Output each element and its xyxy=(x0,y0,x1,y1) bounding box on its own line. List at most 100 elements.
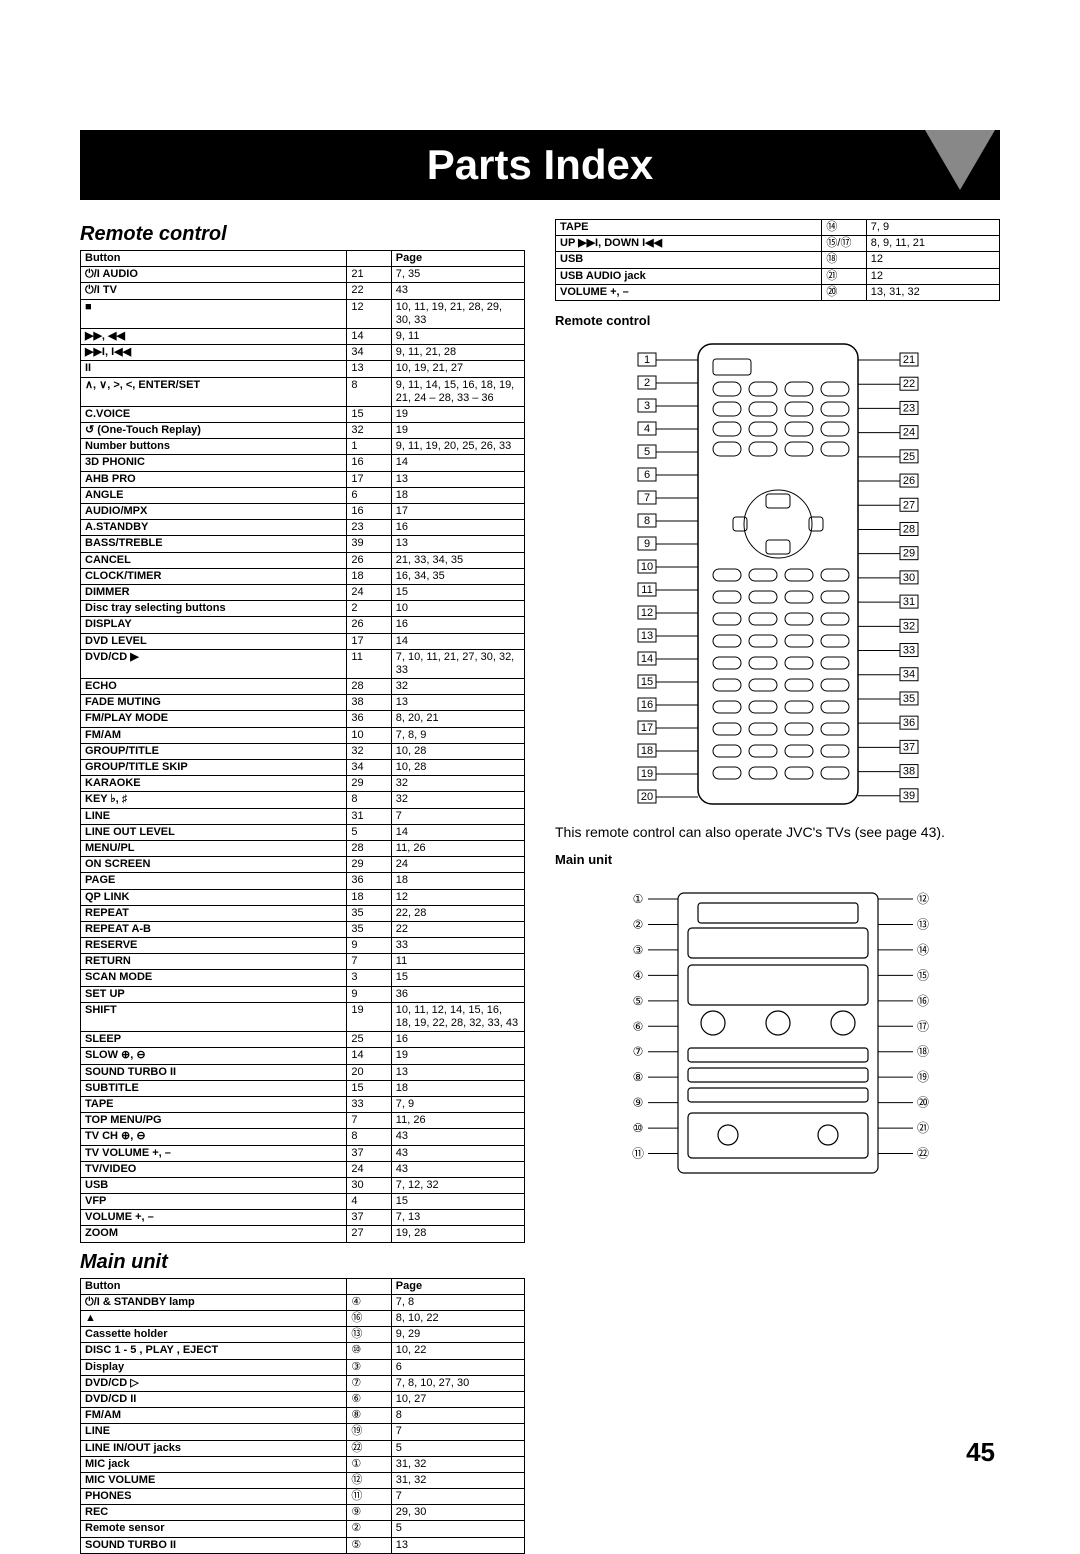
th-page2: Page xyxy=(391,1278,524,1294)
cell: 23 xyxy=(347,520,391,536)
cell: 9, 11, 14, 15, 16, 18, 19, 21, 24 – 28, … xyxy=(391,377,524,406)
cell: FM/AM xyxy=(81,1408,347,1424)
svg-text:30: 30 xyxy=(902,572,914,584)
cell: 38 xyxy=(347,695,391,711)
cell: TAPE xyxy=(81,1096,347,1112)
cell: 8 xyxy=(347,1129,391,1145)
table-row: MIC VOLUME⑫31, 32 xyxy=(81,1472,525,1488)
cell: 24 xyxy=(391,857,524,873)
cell: ⑩ xyxy=(347,1343,391,1359)
cell: 12 xyxy=(347,299,391,328)
cell: 14 xyxy=(391,633,524,649)
svg-text:⑳: ⑳ xyxy=(916,1096,928,1110)
table-row: LINE IN/OUT jacks㉒5 xyxy=(81,1440,525,1456)
svg-text:㉑: ㉑ xyxy=(916,1121,928,1135)
cell: Cassette holder xyxy=(81,1327,347,1343)
cell: 11, 26 xyxy=(391,1113,524,1129)
table-row: KARAOKE2932 xyxy=(81,776,525,792)
cell: CANCEL xyxy=(81,552,347,568)
cell: Disc tray selecting buttons xyxy=(81,601,347,617)
table-row: REC⑨29, 30 xyxy=(81,1505,525,1521)
svg-text:26: 26 xyxy=(902,475,914,487)
cell: ⑯ xyxy=(347,1311,391,1327)
cell: 3 xyxy=(347,970,391,986)
cell: UP ▶▶I, DOWN I◀◀ xyxy=(556,236,822,252)
svg-text:④: ④ xyxy=(632,968,643,982)
cell: 15 xyxy=(347,406,391,422)
cell: 7 xyxy=(347,954,391,970)
cell: 15 xyxy=(347,1080,391,1096)
cell: 2 xyxy=(347,601,391,617)
cell: 5 xyxy=(391,1521,524,1537)
table-row: LINE OUT LEVEL514 xyxy=(81,824,525,840)
table-row: ⏻/I AUDIO217, 35 xyxy=(81,267,525,283)
svg-text:29: 29 xyxy=(902,548,914,560)
cell: 10, 11, 19, 21, 28, 29, 30, 33 xyxy=(391,299,524,328)
cell: 43 xyxy=(391,283,524,299)
table-row: ▶▶, ◀◀149, 11 xyxy=(81,328,525,344)
cell: RESERVE xyxy=(81,938,347,954)
table-row: TV/VIDEO2443 xyxy=(81,1161,525,1177)
cell: USB AUDIO jack xyxy=(556,268,822,284)
svg-text:32: 32 xyxy=(902,620,914,632)
cell: FM/AM xyxy=(81,727,347,743)
cell: 6 xyxy=(391,1359,524,1375)
cell: 17 xyxy=(347,633,391,649)
table-row: ■1210, 11, 19, 21, 28, 29, 30, 33 xyxy=(81,299,525,328)
cell: Number buttons xyxy=(81,439,347,455)
table-row: SCAN MODE315 xyxy=(81,970,525,986)
svg-text:⑮: ⑮ xyxy=(916,968,928,982)
svg-text:17: 17 xyxy=(640,722,652,734)
cell: AUDIO/MPX xyxy=(81,504,347,520)
cell: 31, 32 xyxy=(391,1456,524,1472)
cell: 13 xyxy=(391,536,524,552)
cell: DISPLAY xyxy=(81,617,347,633)
cell: 32 xyxy=(347,743,391,759)
svg-text:24: 24 xyxy=(902,427,914,439)
svg-text:⑬: ⑬ xyxy=(916,917,928,931)
right-column: TAPE⑭7, 9UP ▶▶I, DOWN I◀◀⑮/⑰8, 9, 11, 21… xyxy=(555,215,1000,1554)
cell: 11 xyxy=(347,649,391,678)
cell: 15 xyxy=(391,584,524,600)
table-row: ⏻/I TV2243 xyxy=(81,283,525,299)
cell: 21, 33, 34, 35 xyxy=(391,552,524,568)
cell: QP LINK xyxy=(81,889,347,905)
svg-text:⑭: ⑭ xyxy=(916,943,928,957)
th-num xyxy=(347,251,391,267)
table-row: LINE317 xyxy=(81,808,525,824)
cell: KEY ♭, ♯ xyxy=(81,792,347,808)
cell: 10, 28 xyxy=(391,760,524,776)
table-row: MENU/PL2811, 26 xyxy=(81,840,525,856)
table-row: ↺ (One-Touch Replay)3219 xyxy=(81,423,525,439)
table-row: PAGE3618 xyxy=(81,873,525,889)
svg-text:33: 33 xyxy=(902,644,914,656)
cell: 15 xyxy=(391,1194,524,1210)
cell: 1 xyxy=(347,439,391,455)
cell: REC xyxy=(81,1505,347,1521)
svg-text:28: 28 xyxy=(902,523,914,535)
cell: AHB PRO xyxy=(81,471,347,487)
cell: VFP xyxy=(81,1194,347,1210)
table-row: ▶▶I, I◀◀349, 11, 21, 28 xyxy=(81,345,525,361)
cell: 11 xyxy=(391,954,524,970)
cell: PAGE xyxy=(81,873,347,889)
th-num2 xyxy=(347,1278,391,1294)
cell: 16 xyxy=(391,1032,524,1048)
cell: 33 xyxy=(347,1096,391,1112)
svg-text:⑯: ⑯ xyxy=(916,994,928,1008)
cell: DVD/CD II xyxy=(81,1391,347,1407)
svg-text:②: ② xyxy=(632,917,643,931)
cell: ⑱ xyxy=(822,252,866,268)
cell: A.STANDBY xyxy=(81,520,347,536)
table-row: RESERVE933 xyxy=(81,938,525,954)
cell: 34 xyxy=(347,760,391,776)
cell: 7 xyxy=(391,1489,524,1505)
cell: ↺ (One-Touch Replay) xyxy=(81,423,347,439)
cell: 43 xyxy=(391,1129,524,1145)
cell: 20 xyxy=(347,1064,391,1080)
content-columns: Remote control Button Page ⏻/I AUDIO217,… xyxy=(80,215,1000,1554)
svg-text:11: 11 xyxy=(641,584,652,596)
cell: 5 xyxy=(391,1440,524,1456)
cell: ⑳ xyxy=(822,284,866,300)
table-row: GROUP/TITLE SKIP3410, 28 xyxy=(81,760,525,776)
